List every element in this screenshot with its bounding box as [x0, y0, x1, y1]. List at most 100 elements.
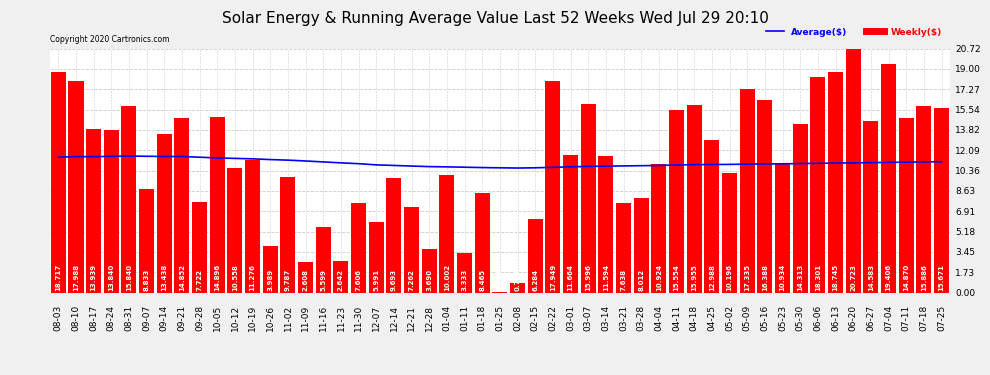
Bar	[246, 160, 260, 292]
Text: 10-26: 10-26	[265, 304, 275, 331]
Text: 10.002: 10.002	[444, 264, 450, 291]
Text: 18.717: 18.717	[55, 264, 61, 291]
Bar	[262, 246, 278, 292]
Text: 13.438: 13.438	[161, 264, 167, 291]
Text: 13.939: 13.939	[91, 264, 97, 291]
Text: 12.988: 12.988	[709, 264, 715, 291]
Bar	[210, 117, 225, 292]
Text: 02-22: 02-22	[548, 304, 557, 331]
Bar	[369, 222, 384, 292]
Text: 6.284: 6.284	[533, 268, 539, 291]
Bar	[811, 77, 826, 292]
Text: 15.955: 15.955	[691, 264, 697, 291]
Bar	[845, 49, 860, 292]
Text: 09-14: 09-14	[159, 304, 169, 331]
Text: 03-21: 03-21	[619, 304, 628, 331]
Bar	[510, 283, 525, 292]
Text: 9.787: 9.787	[285, 268, 291, 291]
Text: 05-23: 05-23	[778, 304, 787, 331]
Bar	[616, 202, 631, 292]
Bar	[298, 262, 313, 292]
Bar	[156, 134, 172, 292]
Text: 10-19: 10-19	[248, 304, 257, 331]
Text: 07-18: 07-18	[920, 304, 929, 331]
Bar	[634, 198, 648, 292]
Text: 12-14: 12-14	[389, 304, 398, 331]
Bar	[351, 203, 366, 292]
Bar	[50, 72, 66, 292]
Text: 0.799: 0.799	[515, 268, 521, 291]
Text: 01-18: 01-18	[478, 304, 487, 331]
Text: Copyright 2020 Cartronics.com: Copyright 2020 Cartronics.com	[50, 35, 169, 44]
Bar	[563, 155, 578, 292]
Text: 11.594: 11.594	[603, 264, 609, 291]
Bar	[863, 121, 878, 292]
Text: 11-09: 11-09	[301, 304, 310, 331]
Text: 01-11: 01-11	[460, 304, 469, 331]
Text: 14.583: 14.583	[868, 264, 874, 291]
Text: 17.335: 17.335	[744, 264, 750, 291]
Text: 01-04: 01-04	[443, 304, 451, 331]
Bar	[192, 202, 207, 292]
Bar	[687, 105, 702, 292]
Text: 06-13: 06-13	[831, 304, 841, 331]
Bar	[457, 253, 472, 292]
Text: 09-21: 09-21	[177, 304, 186, 331]
Bar	[174, 118, 189, 292]
Text: 12-21: 12-21	[407, 304, 416, 331]
Text: 15.886: 15.886	[921, 264, 927, 291]
Text: 07-25: 07-25	[938, 304, 946, 331]
Bar	[598, 156, 614, 292]
Text: 04-25: 04-25	[708, 304, 717, 331]
Text: 10.196: 10.196	[727, 264, 733, 291]
Bar	[651, 164, 666, 292]
Text: 08-10: 08-10	[71, 304, 80, 331]
Text: 06-20: 06-20	[848, 304, 857, 331]
Text: 9.693: 9.693	[391, 268, 397, 291]
Text: 12-07: 12-07	[372, 304, 381, 331]
Text: 08-17: 08-17	[89, 304, 98, 331]
Text: 10.558: 10.558	[232, 264, 238, 291]
Text: 15.996: 15.996	[585, 264, 591, 291]
Text: 07-11: 07-11	[902, 304, 911, 331]
Text: 06-27: 06-27	[866, 304, 875, 331]
Bar	[775, 164, 790, 292]
Bar	[140, 189, 154, 292]
Text: 17.988: 17.988	[73, 264, 79, 291]
Text: 05-30: 05-30	[796, 304, 805, 331]
Bar	[740, 88, 754, 292]
Bar	[122, 106, 137, 292]
Bar	[899, 118, 914, 292]
Bar	[475, 193, 490, 292]
Text: 19.406: 19.406	[886, 264, 892, 291]
Text: 10-05: 10-05	[213, 304, 222, 331]
Text: 11-16: 11-16	[319, 304, 328, 331]
Text: 10.934: 10.934	[779, 264, 786, 291]
Text: 2.642: 2.642	[338, 269, 344, 291]
Bar	[722, 172, 738, 292]
Bar	[422, 249, 437, 292]
Bar	[793, 124, 808, 292]
Text: 05-02: 05-02	[725, 304, 735, 331]
Text: 06-06: 06-06	[814, 304, 823, 331]
Bar	[757, 100, 772, 292]
Text: 03-28: 03-28	[637, 304, 645, 331]
Bar	[934, 108, 949, 292]
Text: 15.671: 15.671	[939, 264, 944, 291]
Text: 16.388: 16.388	[762, 264, 768, 291]
Text: 18.745: 18.745	[833, 264, 839, 291]
Text: 7.262: 7.262	[409, 269, 415, 291]
Text: 17.949: 17.949	[549, 264, 556, 291]
Bar	[104, 130, 119, 292]
Text: 7.638: 7.638	[621, 268, 627, 291]
Bar	[917, 106, 932, 292]
Bar	[669, 110, 684, 292]
Text: 10-12: 10-12	[231, 304, 240, 331]
Text: 14.870: 14.870	[903, 264, 909, 291]
Bar	[828, 72, 843, 292]
Text: 02-15: 02-15	[531, 304, 540, 331]
Bar	[705, 140, 720, 292]
Bar	[404, 207, 419, 292]
Text: 14.313: 14.313	[797, 264, 803, 291]
Bar	[386, 178, 402, 292]
